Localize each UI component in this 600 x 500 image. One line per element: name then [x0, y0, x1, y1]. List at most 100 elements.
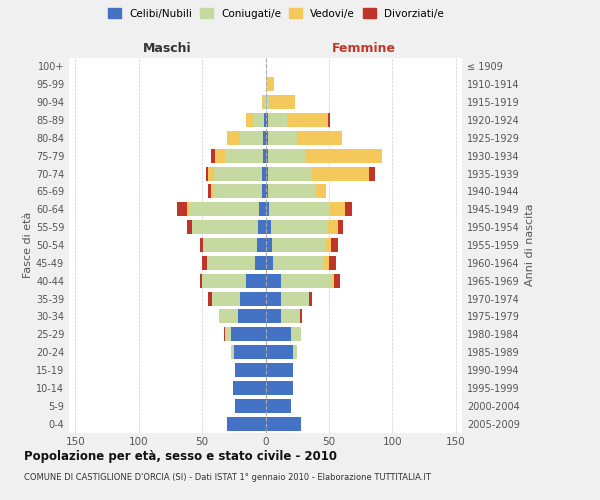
Bar: [187, 202, 190, 216]
Bar: [265, 363, 293, 377]
Bar: [227, 416, 265, 430]
Bar: [268, 78, 274, 91]
Bar: [268, 184, 316, 198]
Bar: [265, 399, 291, 412]
Bar: [265, 274, 281, 287]
Bar: [297, 131, 341, 145]
Bar: [268, 166, 313, 180]
Bar: [287, 113, 328, 127]
Bar: [273, 256, 324, 270]
Bar: [268, 113, 287, 127]
Bar: [202, 274, 247, 287]
Bar: [265, 148, 268, 162]
Bar: [207, 256, 256, 270]
Bar: [212, 292, 240, 306]
Bar: [265, 131, 268, 145]
Bar: [269, 95, 295, 109]
Bar: [306, 148, 382, 162]
Legend: Celibi/Nubili, Coniugati/e, Vedovi/e, Divorziati/e: Celibi/Nubili, Coniugati/e, Vedovi/e, Di…: [105, 5, 447, 21]
Bar: [235, 363, 265, 377]
Bar: [265, 310, 281, 324]
Bar: [192, 220, 258, 234]
Bar: [264, 95, 265, 109]
Text: Popolazione per età, sesso e stato civile - 2010: Popolazione per età, sesso e stato civil…: [24, 450, 337, 463]
Bar: [268, 148, 306, 162]
Bar: [265, 416, 301, 430]
Bar: [240, 131, 263, 145]
Bar: [265, 238, 272, 252]
Bar: [331, 274, 334, 287]
Text: Maschi: Maschi: [143, 42, 191, 55]
Bar: [265, 202, 269, 216]
Bar: [259, 202, 265, 216]
Bar: [200, 274, 202, 287]
Bar: [281, 310, 300, 324]
Bar: [265, 78, 268, 91]
Bar: [281, 292, 308, 306]
Bar: [208, 184, 211, 198]
Bar: [211, 184, 214, 198]
Bar: [206, 166, 208, 180]
Bar: [293, 345, 297, 359]
Bar: [329, 256, 337, 270]
Bar: [202, 256, 207, 270]
Bar: [177, 202, 187, 216]
Bar: [218, 310, 238, 324]
Bar: [211, 148, 215, 162]
Y-axis label: Anni di nascita: Anni di nascita: [525, 204, 535, 286]
Bar: [331, 238, 338, 252]
Bar: [300, 310, 302, 324]
Bar: [265, 95, 269, 109]
Bar: [263, 148, 265, 162]
Bar: [264, 113, 265, 127]
Bar: [257, 238, 265, 252]
Bar: [225, 148, 263, 162]
Bar: [247, 113, 253, 127]
Bar: [263, 131, 265, 145]
Bar: [203, 238, 257, 252]
Bar: [227, 131, 240, 145]
Bar: [265, 381, 293, 395]
Bar: [215, 148, 225, 162]
Text: Femmine: Femmine: [332, 42, 396, 55]
Bar: [190, 202, 259, 216]
Bar: [200, 238, 203, 252]
Bar: [330, 202, 346, 216]
Bar: [253, 113, 264, 127]
Bar: [262, 95, 264, 109]
Bar: [281, 274, 331, 287]
Bar: [234, 345, 265, 359]
Bar: [308, 292, 313, 306]
Bar: [272, 238, 325, 252]
Bar: [324, 256, 329, 270]
Bar: [265, 328, 291, 341]
Bar: [214, 184, 262, 198]
Bar: [214, 166, 262, 180]
Bar: [271, 220, 328, 234]
Bar: [224, 328, 225, 341]
Bar: [328, 220, 338, 234]
Bar: [238, 310, 265, 324]
Bar: [256, 256, 265, 270]
Y-axis label: Fasce di età: Fasce di età: [23, 212, 33, 278]
Bar: [265, 113, 268, 127]
Bar: [334, 274, 340, 287]
Bar: [370, 166, 374, 180]
Bar: [338, 220, 343, 234]
Bar: [208, 166, 214, 180]
Bar: [265, 220, 271, 234]
Bar: [265, 184, 268, 198]
Bar: [325, 238, 331, 252]
Bar: [269, 202, 330, 216]
Bar: [240, 292, 265, 306]
Text: COMUNE DI CASTIGLIONE D'ORCIA (SI) - Dati ISTAT 1° gennaio 2010 - Elaborazione T: COMUNE DI CASTIGLIONE D'ORCIA (SI) - Dat…: [24, 472, 431, 482]
Bar: [262, 166, 265, 180]
Bar: [291, 328, 301, 341]
Bar: [225, 328, 231, 341]
Bar: [187, 220, 192, 234]
Bar: [262, 184, 265, 198]
Bar: [346, 202, 352, 216]
Bar: [231, 328, 265, 341]
Bar: [265, 256, 273, 270]
Bar: [247, 274, 265, 287]
